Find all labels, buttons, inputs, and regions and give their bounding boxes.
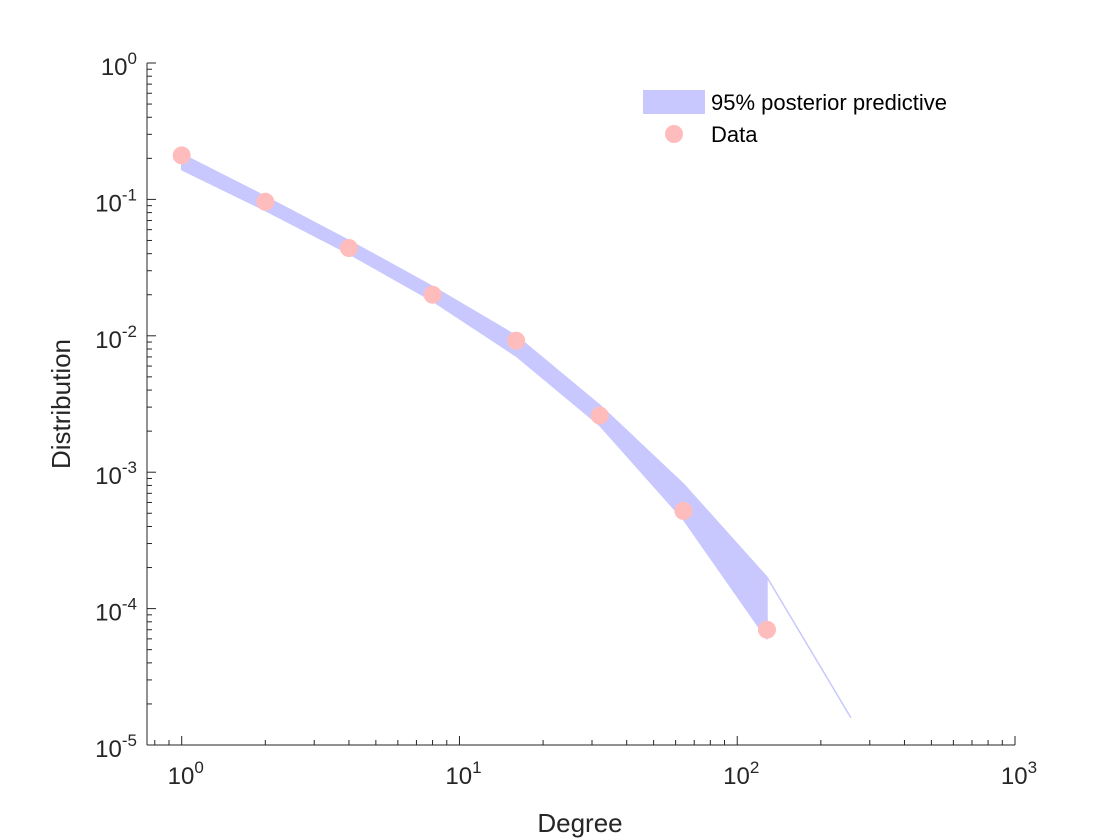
- data-point: [339, 239, 358, 257]
- y-tick-label: 10-1: [95, 185, 137, 217]
- data-point: [172, 146, 191, 165]
- x-tick-label: 101: [445, 758, 481, 790]
- y-tick-label: 10-3: [95, 458, 137, 490]
- y-tick-label: 10-2: [95, 322, 137, 354]
- x-tick-label: 102: [723, 758, 759, 790]
- legend-data-marker: [665, 125, 683, 143]
- posterior-band: [180, 153, 852, 718]
- legend-band-swatch: [643, 90, 705, 114]
- data-point: [590, 406, 609, 425]
- axes: [146, 62, 1016, 746]
- data-point: [507, 331, 526, 350]
- legend: 95% posterior predictive Data: [643, 90, 947, 147]
- y-tick-label: 100: [101, 49, 137, 81]
- x-tick-label: 100: [168, 758, 204, 790]
- legend-data-label: Data: [711, 122, 758, 147]
- tick-labels: 100 101 102 103 10-5 10-4 10-3 10-2 10-1 100: [95, 49, 1037, 790]
- x-tick-label: 103: [1001, 758, 1037, 790]
- data-point: [674, 501, 693, 520]
- x-axis-label: Degree: [537, 808, 622, 838]
- y-axis-label: Distribution: [46, 339, 76, 469]
- legend-band-label: 95% posterior predictive: [711, 90, 947, 115]
- data-point: [423, 285, 442, 304]
- y-tick-label: 10-5: [95, 731, 137, 763]
- plot-area: [172, 146, 852, 718]
- data-point: [256, 192, 275, 211]
- y-tick-label: 10-4: [95, 595, 137, 627]
- data-point: [758, 620, 776, 639]
